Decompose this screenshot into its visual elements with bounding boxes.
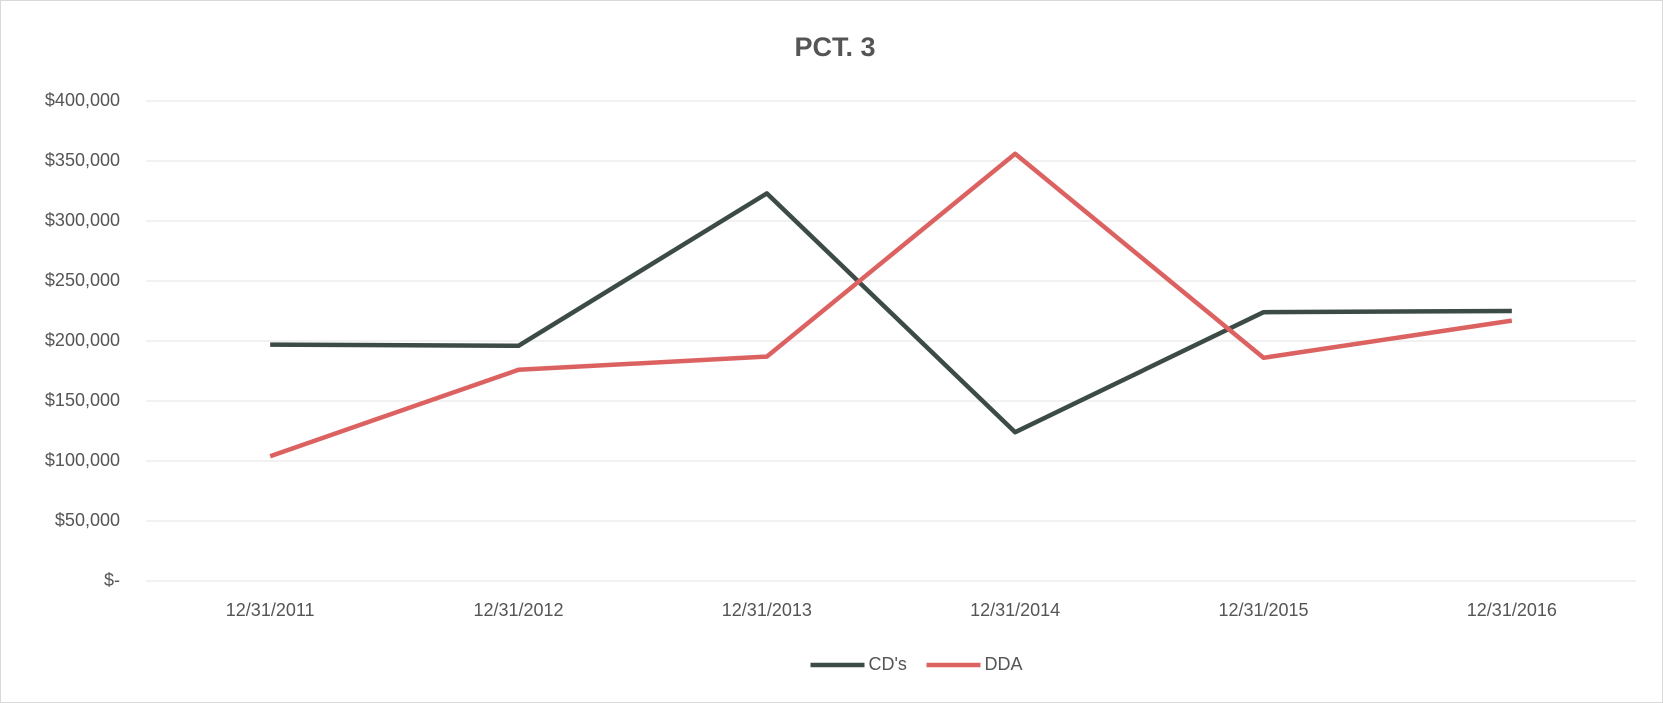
x-tick-label: 12/31/2013: [722, 600, 812, 620]
y-tick-label: $-: [104, 570, 120, 590]
line-series: [269, 151, 1513, 459]
x-tick-label: 12/31/2012: [473, 600, 563, 620]
x-tick-label: 12/31/2014: [970, 600, 1060, 620]
y-tick-label: $100,000: [45, 450, 120, 470]
line-series: [270, 191, 1512, 435]
y-tick-label: $350,000: [45, 150, 120, 170]
x-tick-label: 12/31/2011: [226, 600, 315, 620]
legend-label: CD's: [869, 654, 907, 674]
y-tick-label: $50,000: [55, 510, 120, 530]
x-tick-label: 12/31/2016: [1467, 600, 1557, 620]
chart-title: PCT. 3: [794, 32, 875, 62]
y-tick-label: $200,000: [45, 330, 120, 350]
x-tick-label: 12/31/2015: [1218, 600, 1308, 620]
y-tick-label: $250,000: [45, 270, 120, 290]
y-tick-label: $400,000: [45, 90, 120, 110]
y-tick-label: $150,000: [45, 390, 120, 410]
y-tick-label: $300,000: [45, 210, 120, 230]
legend-label: DDA: [985, 654, 1023, 674]
